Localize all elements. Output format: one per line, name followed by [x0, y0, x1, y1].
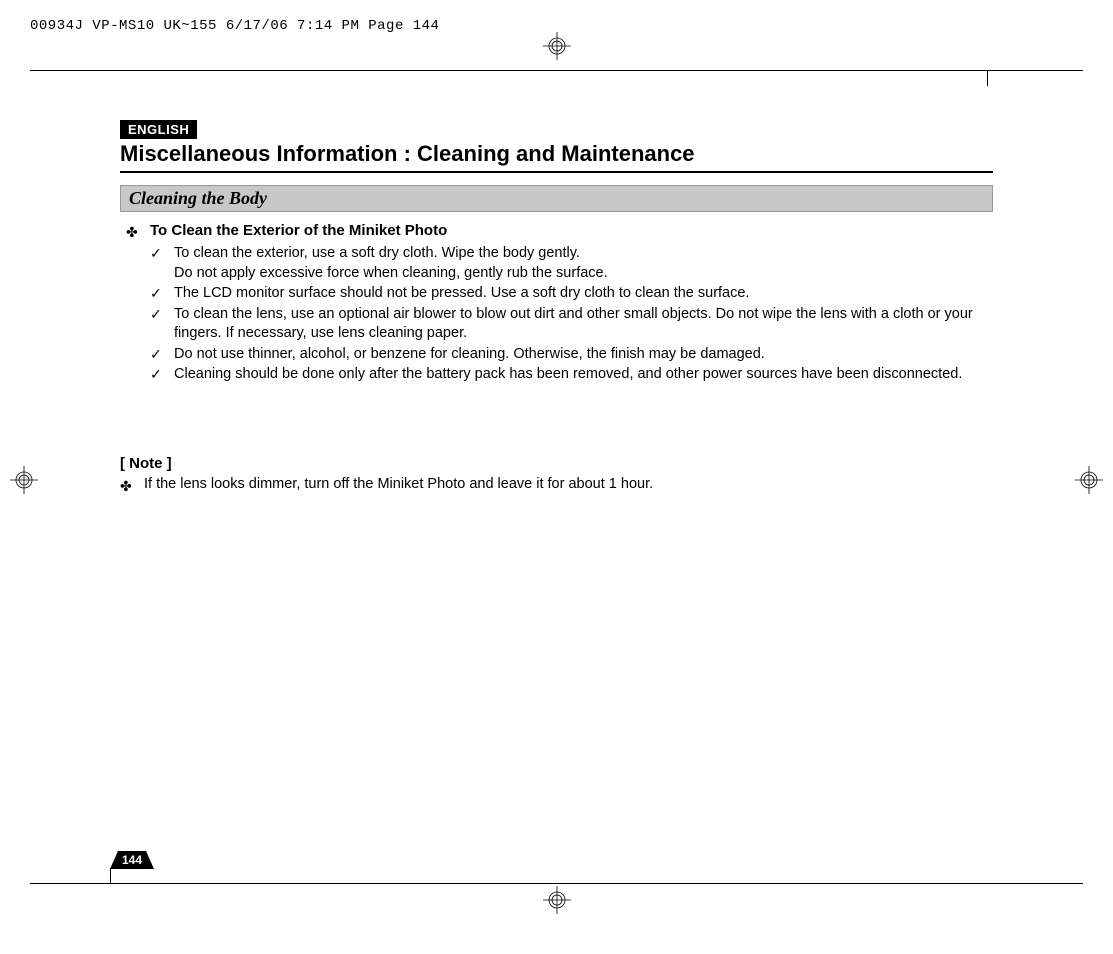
page-title: Miscellaneous Information : Cleaning and… — [120, 141, 993, 173]
print-header: 00934J VP-MS10 UK~155 6/17/06 7:14 PM Pa… — [30, 18, 439, 34]
crop-tick — [110, 868, 111, 883]
list-item-text: To clean the lens, use an optional air b… — [174, 305, 993, 344]
check-icon: ✓ — [150, 284, 164, 303]
list-item: ✓ To clean the exterior, use a soft dry … — [150, 244, 993, 283]
list-item: ✓ To clean the lens, use an optional air… — [150, 305, 993, 344]
list-item: ✓ Do not use thinner, alcohol, or benzen… — [150, 345, 993, 365]
crop-tick — [987, 71, 988, 86]
subheading-row: ✤ To Clean the Exterior of the Miniket P… — [126, 222, 993, 242]
body-block: ✤ To Clean the Exterior of the Miniket P… — [120, 222, 993, 385]
check-icon: ✓ — [150, 244, 164, 263]
note-block: [ Note ] ✤ If the lens looks dimmer, tur… — [120, 455, 993, 496]
list-item: ✓ The LCD monitor surface should not be … — [150, 284, 993, 304]
list-item-text: The LCD monitor surface should not be pr… — [174, 284, 749, 304]
list-item: ✓ Cleaning should be done only after the… — [150, 365, 993, 385]
check-icon: ✓ — [150, 365, 164, 384]
diamond-bullet-icon: ✤ — [126, 222, 140, 242]
sub-heading: To Clean the Exterior of the Miniket Pho… — [150, 222, 447, 239]
list-item-text: Do not use thinner, alcohol, or benzene … — [174, 345, 765, 365]
note-row: ✤ If the lens looks dimmer, turn off the… — [120, 476, 993, 496]
page-content: ENGLISH Miscellaneous Information : Clea… — [120, 120, 993, 498]
list-item-text: To clean the exterior, use a soft dry cl… — [174, 244, 608, 283]
note-text: If the lens looks dimmer, turn off the M… — [144, 476, 653, 492]
language-tag: ENGLISH — [120, 120, 197, 139]
note-title: [ Note ] — [120, 455, 993, 472]
list-item-text: Cleaning should be done only after the b… — [174, 365, 962, 385]
check-icon: ✓ — [150, 345, 164, 364]
check-list: ✓ To clean the exterior, use a soft dry … — [150, 244, 993, 385]
registration-mark-bottom — [543, 886, 571, 919]
registration-mark-top — [543, 32, 571, 65]
section-heading: Cleaning the Body — [120, 185, 993, 212]
check-icon: ✓ — [150, 305, 164, 324]
page-number: 144 — [122, 853, 142, 867]
page-number-badge: 144 — [110, 847, 154, 869]
diamond-bullet-icon: ✤ — [120, 476, 134, 496]
